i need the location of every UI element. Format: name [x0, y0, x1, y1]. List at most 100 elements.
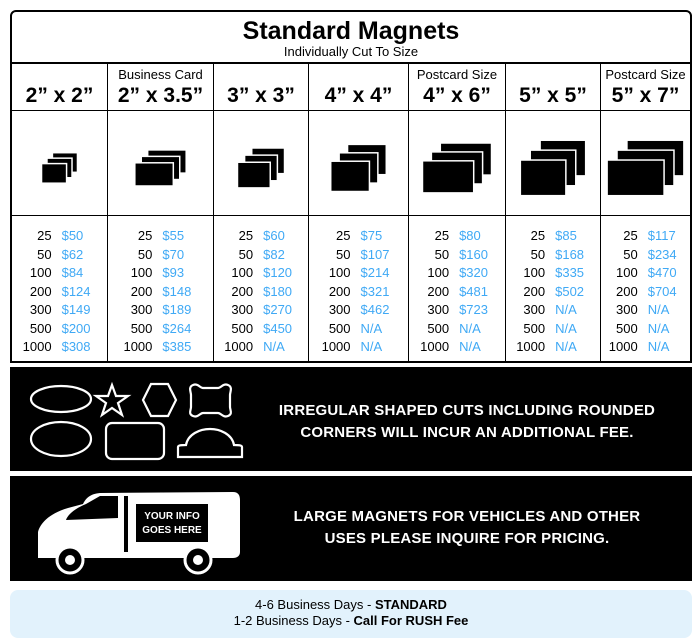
price-value: $55 [162, 228, 185, 243]
price-value: $120 [263, 265, 293, 280]
price-value: $84 [61, 265, 84, 280]
quantity: 100 [231, 265, 254, 280]
magnet-stack-icon [40, 151, 79, 184]
price-value: $335 [555, 265, 585, 280]
price-row: 500 N/A [409, 320, 505, 339]
quantity: 1000 [22, 339, 52, 354]
price-row: 300 $189 [108, 301, 213, 320]
price-row: 50 $234 [601, 246, 690, 265]
size-header: 2” x 2” [12, 64, 107, 111]
size-note: Postcard Size [605, 67, 686, 82]
price-row: 500 N/A [309, 320, 408, 339]
price-row: 200 $180 [214, 283, 308, 302]
size-header: 3” x 3” [214, 64, 308, 111]
page-subtitle: Individually Cut To Size [283, 44, 419, 59]
price-row: 25 $55 [108, 227, 213, 246]
size-header: Postcard Size 5” x 7” [601, 64, 690, 111]
price-row: 300 $462 [309, 301, 408, 320]
magnet-sheet [40, 162, 68, 184]
price-row: 1000 $385 [108, 338, 213, 357]
magnet-stack-icon [329, 143, 388, 193]
size-column: 3” x 3” 25 $60 50 $82 100 $120 200 $180 300 $270 50… [214, 64, 309, 361]
quantity: 50 [434, 246, 450, 262]
quantity: 100 [328, 265, 351, 280]
magnet-stack-cell [309, 111, 408, 216]
price-row: 50 $107 [309, 246, 408, 265]
quantity: 100 [616, 265, 638, 280]
vehicle-notice-line1: LARGE MAGNETS FOR VEHICLES AND OTHER [293, 508, 641, 525]
quantity: 300 [523, 302, 546, 317]
price-value: N/A [647, 302, 670, 317]
quantity: 25 [137, 228, 153, 243]
quantity: 1000 [420, 339, 450, 354]
quantity: 1000 [224, 339, 254, 354]
price-row: 100 $335 [506, 264, 600, 283]
size-column: Business Card 2” x 3.5” 25 $55 50 $70 100 $93 20… [108, 64, 214, 361]
price-value: $160 [459, 246, 488, 262]
price-value: $308 [61, 339, 91, 354]
quantity: 25 [530, 228, 546, 243]
size-label: 2” x 2” [25, 84, 94, 107]
price-value: $462 [360, 302, 390, 317]
price-row: 100 $84 [12, 264, 107, 283]
price-row: 200 $481 [409, 283, 505, 302]
price-value: $93 [162, 265, 185, 280]
quantity: 500 [231, 320, 254, 336]
irregular-notice-line1: IRREGULAR SHAPED CUTS INCLUDING ROUNDED [278, 402, 656, 419]
price-row: 25 $117 [601, 227, 690, 246]
price-value: $502 [555, 283, 585, 299]
van-icon: YOUR INFO GOES HERE [38, 492, 240, 575]
price-row: 200 $704 [601, 283, 690, 302]
price-row: 100 $93 [108, 264, 213, 283]
hexagon-shape-icon [141, 382, 178, 418]
price-value: $85 [555, 228, 577, 243]
size-column: Postcard Size 4” x 6” 25 $80 50 $160 100 $320 20… [409, 64, 506, 361]
vehicle-magnets-panel: YOUR INFO GOES HERE LARGE MAGNETS FOR VE… [10, 476, 692, 581]
irregular-notice-line2: CORNERS WILL INCUR AN ADDITIONAL FEE. [300, 424, 634, 441]
price-row: 25 $60 [214, 227, 308, 246]
size-header: Business Card 2” x 3.5” [108, 64, 213, 111]
price-row: 1000 N/A [214, 338, 308, 357]
rounded-rect-shape-icon [104, 421, 166, 461]
price-value: $214 [360, 265, 390, 280]
price-value: $70 [162, 246, 185, 262]
price-value: $148 [162, 283, 192, 299]
price-value: $80 [459, 228, 481, 243]
price-row: 300 $723 [409, 301, 505, 320]
size-header: Postcard Size 4” x 6” [409, 64, 505, 111]
price-list: 25 $55 50 $70 100 $93 200 $148 300 $189 500 $264 100… [108, 217, 213, 361]
size-column: 2” x 2” 25 $50 50 $62 100 $84 200 $124 300 $149 500… [12, 64, 108, 361]
rush-days: 1-2 Business Days - [233, 613, 354, 628]
price-value: $264 [162, 320, 192, 336]
magnet-stack-icon [606, 139, 685, 197]
price-row: 50 $62 [12, 246, 107, 265]
price-value: $270 [263, 302, 293, 317]
price-value: N/A [555, 339, 577, 354]
price-value: N/A [555, 302, 577, 317]
price-row: 500 $264 [108, 320, 213, 339]
turnaround-footer: 4-6 Business Days - STANDARD 1-2 Busines… [10, 590, 692, 638]
round-shape-icon [29, 420, 93, 458]
quantity: 1000 [516, 339, 546, 354]
price-value: $320 [459, 265, 488, 280]
price-value: $168 [555, 246, 585, 262]
sign-text-line2: GOES HERE [142, 525, 202, 536]
price-list: 25 $75 50 $107 100 $214 200 $321 300 $462 500 N/A 10… [309, 217, 408, 361]
magnet-sheet [606, 159, 665, 197]
price-value: N/A [459, 339, 481, 354]
price-row: 50 $168 [506, 246, 600, 265]
quantity: 300 [130, 302, 153, 317]
sign-placeholder [136, 504, 208, 542]
price-value: $75 [360, 228, 383, 243]
magnet-stack-cell [12, 111, 107, 216]
price-value: $149 [61, 302, 91, 317]
price-row: 500 $450 [214, 320, 308, 339]
quantity: 50 [623, 246, 638, 262]
magnet-stack-icon [421, 142, 493, 194]
price-value: $189 [162, 302, 192, 317]
price-list: 25 $85 50 $168 100 $335 200 $502 300 N/A 500 N/A 100… [506, 217, 600, 361]
vehicle-magnets-notice: LARGE MAGNETS FOR VEHICLES AND OTHER USE… [258, 506, 676, 550]
quantity: 100 [29, 265, 52, 280]
price-row: 200 $124 [12, 283, 107, 302]
quantity: 300 [231, 302, 254, 317]
